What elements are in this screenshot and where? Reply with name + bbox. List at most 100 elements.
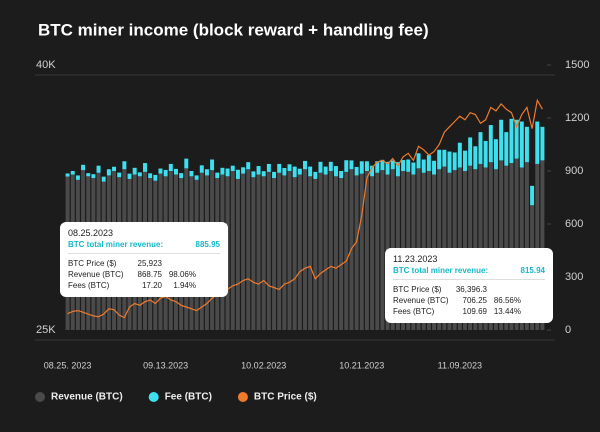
bar-segment — [488, 125, 493, 163]
bar-segment — [318, 161, 323, 173]
bar-segment — [194, 175, 199, 180]
tooltip-text: Revenue (BTC) — [68, 270, 124, 279]
bar-segment — [478, 163, 483, 330]
tooltip-text: BTC total miner revenue: — [393, 266, 489, 275]
bar-segment — [230, 171, 235, 330]
bar-segment — [354, 175, 359, 330]
bar-segment — [132, 167, 137, 175]
bar-segment — [199, 165, 204, 173]
tooltip-row: Fees (BTC) 17.20 1.94% — [68, 280, 220, 291]
bar-segment — [540, 160, 545, 330]
bar-segment — [530, 185, 535, 206]
tooltip-row: Revenue (BTC) 706.25 86.56% — [393, 295, 545, 306]
bar-segment — [297, 168, 302, 175]
bar-segment — [514, 158, 519, 330]
bar-segment — [173, 168, 178, 175]
bar-segment — [65, 173, 70, 177]
bar-segment — [524, 162, 529, 330]
bar-segment — [478, 132, 483, 164]
bar-segment — [308, 176, 313, 330]
bar-segment — [463, 150, 467, 171]
bar-segment — [96, 165, 101, 173]
tooltip-text: 36,396.3 — [455, 285, 487, 294]
bar-segment — [251, 171, 256, 178]
bar-segment — [333, 166, 338, 177]
bar-segment — [256, 174, 261, 330]
bar-segment — [251, 177, 256, 330]
tooltip-row: 11.23.2023 — [393, 254, 545, 264]
tooltip: 11.23.2023 BTC total miner revenue: 815.94… — [385, 248, 553, 323]
tooltip-text: 17.20 — [141, 281, 162, 290]
bar-segment — [246, 162, 251, 170]
bar-segment — [493, 139, 498, 170]
legend-label: Fee (BTC) — [165, 392, 212, 403]
bar-segment — [524, 126, 529, 163]
bar-segment — [184, 158, 189, 169]
bar-segment — [499, 160, 504, 330]
x-tick-label: 09.13.2023 — [143, 360, 188, 370]
bar-segment — [261, 171, 266, 177]
y2-tick-label: 900 — [565, 165, 583, 177]
bar-segment — [406, 159, 411, 172]
bar-segment — [499, 119, 504, 161]
bar-segment — [246, 169, 251, 330]
bar-segment — [287, 164, 292, 171]
bar-segment — [385, 161, 390, 175]
bar-segment — [241, 167, 246, 174]
tooltip-text: BTC Price ($) — [68, 259, 117, 268]
bar-segment — [137, 172, 142, 177]
bar-segment — [364, 161, 369, 171]
bar-segment — [437, 149, 442, 170]
tooltip-text: 08.25.2023 — [68, 228, 114, 238]
bar-segment — [292, 177, 297, 330]
bar-segment — [395, 162, 400, 177]
y2-tick-label: 1500 — [565, 59, 589, 71]
bar-segment — [328, 161, 333, 171]
bar-segment — [292, 166, 297, 178]
bar-segment — [344, 160, 349, 172]
bar-segment — [375, 172, 380, 330]
tooltip-text: 706.25 — [462, 296, 487, 305]
tooltip-row: BTC total miner revenue: 885.95 — [68, 240, 220, 254]
tooltip-row: BTC total miner revenue: 815.94 — [393, 266, 545, 280]
tooltip-row: 08.25.2023 — [68, 228, 220, 238]
bar-segment — [179, 173, 184, 179]
y-tick-label: 40K — [36, 59, 56, 71]
bar-segment — [122, 161, 127, 170]
bar-segment — [210, 159, 215, 171]
bar-segment — [81, 164, 86, 171]
x-tick-label: 10.02.2023 — [241, 360, 286, 370]
bar-segment — [370, 165, 375, 177]
bar-segment — [375, 161, 380, 173]
bar-segment — [535, 163, 540, 330]
bar-segment — [297, 174, 302, 330]
y2-tick-label: 0 — [565, 324, 571, 336]
bar-segment — [272, 178, 277, 330]
bar-segment — [323, 174, 328, 330]
bar-segment — [359, 173, 364, 330]
tooltip-text: 109.69 — [462, 307, 487, 316]
chart-title: BTC miner income (block reward + handlin… — [38, 20, 429, 39]
bar-segment — [266, 171, 271, 330]
tooltip-row: BTC Price ($) 25,923 — [68, 258, 220, 269]
bar-segment — [256, 166, 261, 175]
tooltip-text: 815.94 — [520, 266, 545, 275]
bar-segment — [112, 166, 117, 171]
tooltip-text: BTC Price ($) — [393, 285, 442, 294]
x-tick-label: 11.09.2023 — [438, 360, 482, 370]
bar-segment — [277, 163, 282, 173]
bar-segment — [75, 175, 80, 180]
bar-segment — [277, 172, 282, 330]
bar-segment — [349, 160, 354, 170]
bar-segment — [328, 171, 333, 330]
bar-segment — [106, 169, 111, 176]
bar-segment — [364, 171, 369, 330]
legend-label: BTC Price ($) — [254, 392, 317, 403]
bar-segment — [457, 142, 462, 168]
bar-segment — [390, 160, 395, 170]
tooltip-row: Revenue (BTC) 868.75 98.06% — [68, 269, 220, 280]
tooltip-text: 885.95 — [195, 240, 220, 249]
bar-segment — [158, 168, 163, 174]
bar-segment — [189, 171, 194, 177]
x-tick-label: 10.21.2023 — [339, 360, 384, 370]
